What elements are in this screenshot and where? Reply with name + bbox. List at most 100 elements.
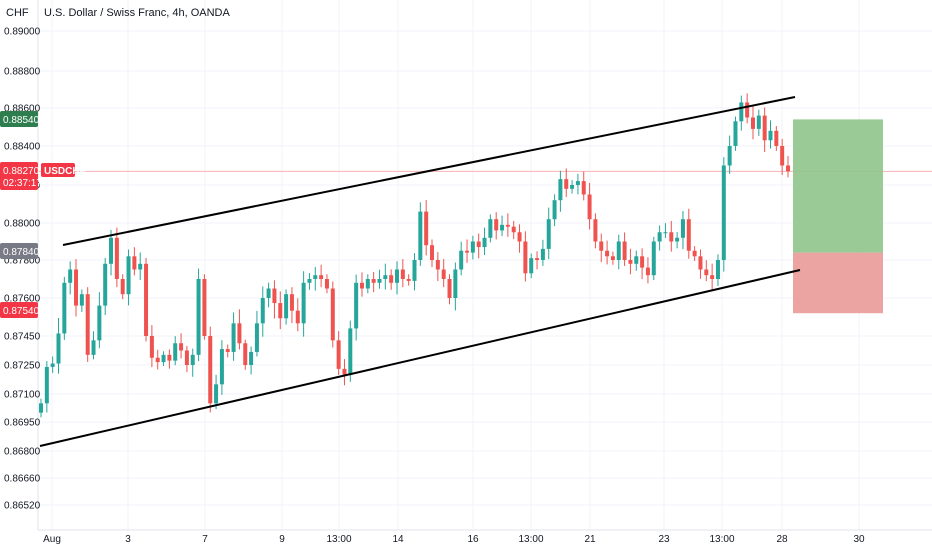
candle-body	[97, 305, 102, 341]
candle-body	[196, 279, 201, 355]
candle-body	[715, 260, 720, 279]
candle-body	[389, 275, 394, 283]
candle-body	[155, 357, 160, 363]
candle-body	[62, 282, 67, 334]
candle-body	[336, 340, 341, 369]
candle-body	[768, 130, 773, 141]
time-tick-label: 9	[279, 534, 285, 545]
candle-body	[704, 269, 709, 276]
time-tick-label: 23	[658, 534, 670, 545]
candle-body	[208, 336, 213, 404]
stop-loss-zone[interactable]	[793, 252, 883, 314]
candle-body	[371, 279, 376, 283]
time-tick-label: 3	[125, 534, 131, 545]
candle-body	[243, 343, 248, 365]
candle-body	[418, 211, 423, 260]
symbol-label: CHF	[6, 7, 29, 19]
svg-text:USDCHF: USDCHF	[44, 166, 86, 177]
channel-upper-trendline[interactable]	[62, 96, 796, 246]
candle-body	[733, 121, 738, 146]
chart-title: U.S. Dollar / Swiss Franc, 4h, OANDA	[44, 7, 230, 19]
candle-body	[173, 343, 178, 361]
candle-body	[640, 256, 645, 268]
candle-body	[254, 323, 259, 352]
candle-body	[453, 269, 458, 298]
candle-body	[552, 200, 557, 220]
candle-body	[114, 237, 119, 279]
price-tick-label: 0.86660	[4, 474, 41, 485]
take-profit-zone[interactable]	[793, 119, 883, 253]
candle-body	[610, 256, 615, 260]
svg-text:0.88270: 0.88270	[3, 166, 40, 177]
candle-body	[74, 269, 79, 306]
candle-body	[301, 282, 306, 324]
candle-body	[284, 294, 289, 319]
time-axis[interactable]: Aug 3 7 9 13:00 14 16 13:00 21 23 13:00 28 30	[43, 534, 865, 545]
candle-body	[657, 232, 662, 242]
time-tick-label: 7	[202, 534, 208, 545]
time-tick-label: 28	[776, 534, 788, 545]
candle-body	[488, 219, 493, 238]
candle-body	[622, 241, 627, 260]
candle-body	[260, 298, 265, 324]
price-tick-label: 0.88400	[4, 142, 41, 153]
candle-body	[692, 250, 697, 257]
candle-body	[44, 366, 49, 404]
candle-body	[144, 263, 149, 336]
price-tick-label: 0.86520	[4, 501, 41, 512]
time-tick-label: 16	[467, 534, 479, 545]
candle-body	[535, 258, 540, 260]
take-profit-label: 0.88540	[0, 111, 40, 127]
price-axis[interactable]: 0.890000.888000.886000.884000.882000.880…	[4, 27, 41, 512]
candle-body	[756, 115, 761, 129]
svg-text:02:37:17: 02:37:17	[3, 178, 42, 189]
candle-body	[319, 275, 324, 279]
candle-body	[400, 269, 405, 279]
time-tick-label: 21	[584, 534, 596, 545]
time-tick-label: 14	[392, 534, 404, 545]
candle-body	[91, 340, 96, 355]
time-tick-label: 13:00	[518, 534, 543, 545]
candle-body	[167, 354, 172, 361]
candle-body	[587, 194, 592, 220]
candle-body	[540, 248, 545, 260]
candle-body	[470, 241, 475, 253]
candle-body	[686, 219, 691, 251]
candle-body	[651, 241, 656, 276]
price-tick-label: 0.88800	[4, 67, 41, 78]
candle-body	[430, 245, 435, 260]
candle-body	[605, 250, 610, 257]
candle-body	[132, 256, 137, 270]
candle-body	[476, 241, 481, 248]
channel-lower-trendline[interactable]	[39, 269, 801, 447]
candle-body	[394, 269, 399, 283]
candle-body	[149, 336, 154, 358]
price-tick-label: 0.87450	[4, 332, 41, 343]
candle-body	[50, 363, 55, 367]
candle-body	[698, 256, 703, 270]
svg-text:0.87540: 0.87540	[3, 306, 40, 317]
candle-body	[435, 260, 440, 270]
candle-body	[109, 237, 114, 264]
candle-body	[459, 250, 464, 270]
candle-body	[249, 351, 254, 365]
time-tick-label: Aug	[43, 534, 61, 545]
candle-body	[529, 258, 534, 274]
candle-body	[231, 323, 236, 352]
candle-body	[710, 275, 715, 279]
current-symbol-label: USDCHF	[41, 163, 86, 177]
candle-body	[330, 288, 335, 341]
candle-body	[680, 219, 685, 238]
entry-label: 0.87840	[0, 243, 40, 259]
candle-body	[663, 232, 668, 234]
svg-text:0.88540: 0.88540	[3, 115, 40, 126]
candle-body	[546, 219, 551, 249]
price-tick-label: 0.86950	[4, 418, 41, 429]
candle-body	[774, 130, 779, 146]
candle-body	[523, 241, 528, 274]
candle-body	[161, 354, 166, 363]
price-tick-label: 0.87800	[4, 256, 41, 267]
price-tick-label: 0.87600	[4, 294, 41, 305]
candle-body	[214, 384, 219, 404]
